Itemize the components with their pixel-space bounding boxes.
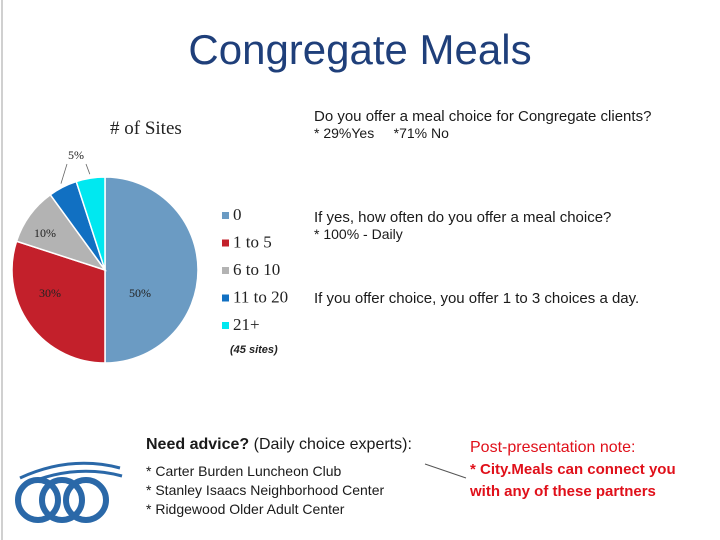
post-note-heading: Post-presentation note: [470,439,636,456]
slide-title: Congregate Meals [188,26,532,73]
answer: * 100% - Daily [314,226,403,242]
advice-item: * Carter Burden Luncheon Club [146,463,342,479]
advice-block: Need advice? (Daily choice experts): * C… [146,436,456,519]
question: If you offer choice, you offer 1 to 3 ch… [314,290,640,307]
legend-swatch [222,267,229,274]
data-label: 5% [68,148,84,162]
chart-title: # of Sites [110,118,182,139]
advice-item: * Stanley Isaacs Neighborhood Center [146,482,385,498]
connector-line [424,463,467,479]
legend-label: 21+ [233,315,260,334]
question: Do you offer a meal choice for Congregat… [314,108,652,125]
pie-slice [11,240,106,364]
logo [15,461,123,523]
legend-swatch [222,294,229,302]
legend-label: 6 to 10 [233,260,280,279]
legend-label: 0 [233,205,242,224]
data-label: 30% [39,286,61,300]
leader-line [60,163,68,184]
advice-heading: Need advice? [146,436,250,453]
legend-label: 1 to 5 [233,232,272,251]
advice-item: * Ridgewood Older Adult Center [146,501,345,517]
post-note-body: * City.Meals can connect you with any of… [470,461,676,500]
legend-label: 11 to 20 [233,287,288,306]
data-label: 10% [34,226,56,240]
pie-slice [75,176,106,271]
legend-swatch [222,212,229,219]
question-block: Do you offer a meal choice for Congregat… [314,108,694,141]
answer: * 29%Yes *71% No [314,125,449,141]
chart-note: (45 sites) [230,344,278,356]
question-block: If yes, how often do you offer a meal ch… [314,209,714,242]
pie-slice [104,176,199,364]
legend-swatch [222,239,229,247]
leader-line [85,163,91,175]
data-label: 50% [129,286,151,300]
question: If yes, how often do you offer a meal ch… [314,209,612,226]
advice-subheading: (Daily choice experts): [253,436,412,453]
legend-swatch [222,322,229,329]
post-note: Post-presentation note: * City.Meals can… [470,437,680,503]
